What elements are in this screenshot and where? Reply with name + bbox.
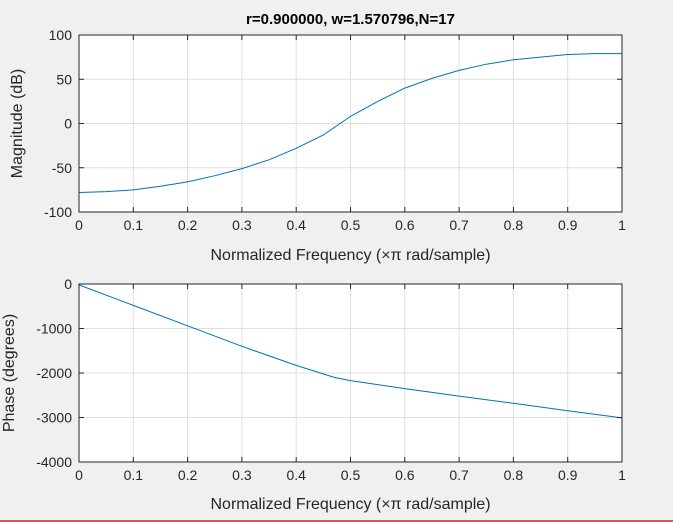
y-axis-label: Magnitude (dB) — [9, 69, 26, 178]
x-tick-label: 0.7 — [449, 467, 469, 483]
x-tick-label: 0.2 — [178, 467, 198, 483]
x-tick-label: 0.9 — [558, 467, 578, 483]
series-line — [78, 284, 623, 419]
series-line — [78, 53, 622, 193]
chart-title: r=0.900000, w=1.570796,N=17 — [246, 11, 455, 28]
x-tick-label: 0.4 — [286, 467, 306, 483]
y-tick-label: -3000 — [36, 410, 72, 426]
x-tick-label: 0.5 — [341, 467, 361, 483]
x-tick-label: 0.7 — [449, 217, 469, 233]
x-tick-label: 0.1 — [124, 217, 144, 233]
y-tick-label: -4000 — [36, 454, 72, 470]
x-tick-label: 0.9 — [558, 217, 578, 233]
x-tick-label: 0.8 — [504, 467, 524, 483]
axes-1: 0 0.1 0.2 0.3 0.4 0.5 0.6 0.7 0.8 0.9 1 -100 -50 0 50 1… — [9, 11, 626, 264]
y-tick-label: 0 — [64, 116, 72, 132]
x-axis-label: Normalized Frequency (×π rad/sample) — [210, 496, 490, 513]
y-tick-label: 0 — [64, 276, 72, 292]
axes-2: 0 0.1 0.2 0.3 0.4 0.5 0.6 0.7 0.8 0.9 1 -4000 -3000 -… — [1, 276, 626, 513]
x-tick-label: 0.4 — [286, 217, 306, 233]
x-tick-label: 0.3 — [232, 467, 252, 483]
x-tick-label: 1 — [618, 467, 626, 483]
x-tick-label: 0.6 — [395, 467, 415, 483]
x-tick-label: 0.2 — [178, 217, 198, 233]
y-tick-label: -1000 — [36, 321, 72, 337]
y-tick-label: 100 — [49, 27, 73, 43]
x-tick-label: 0.5 — [341, 217, 361, 233]
y-axis-label: Phase (degrees) — [1, 314, 18, 432]
x-tick-label: 1 — [618, 217, 626, 233]
window-bottom-border — [0, 520, 673, 522]
y-tick-label: 50 — [56, 71, 72, 87]
x-tick-label: 0.1 — [124, 467, 144, 483]
x-axis-label: Normalized Frequency (×π rad/sample) — [210, 247, 490, 264]
x-tick-label: 0 — [75, 217, 83, 233]
x-tick-label: 0.3 — [232, 217, 252, 233]
x-tick-label: 0.6 — [395, 217, 415, 233]
x-tick-label: 0 — [75, 467, 83, 483]
y-tick-label: -2000 — [36, 365, 72, 381]
x-tick-label: 0.8 — [504, 217, 524, 233]
y-tick-label: -50 — [52, 160, 72, 176]
y-tick-label: -100 — [44, 204, 72, 220]
